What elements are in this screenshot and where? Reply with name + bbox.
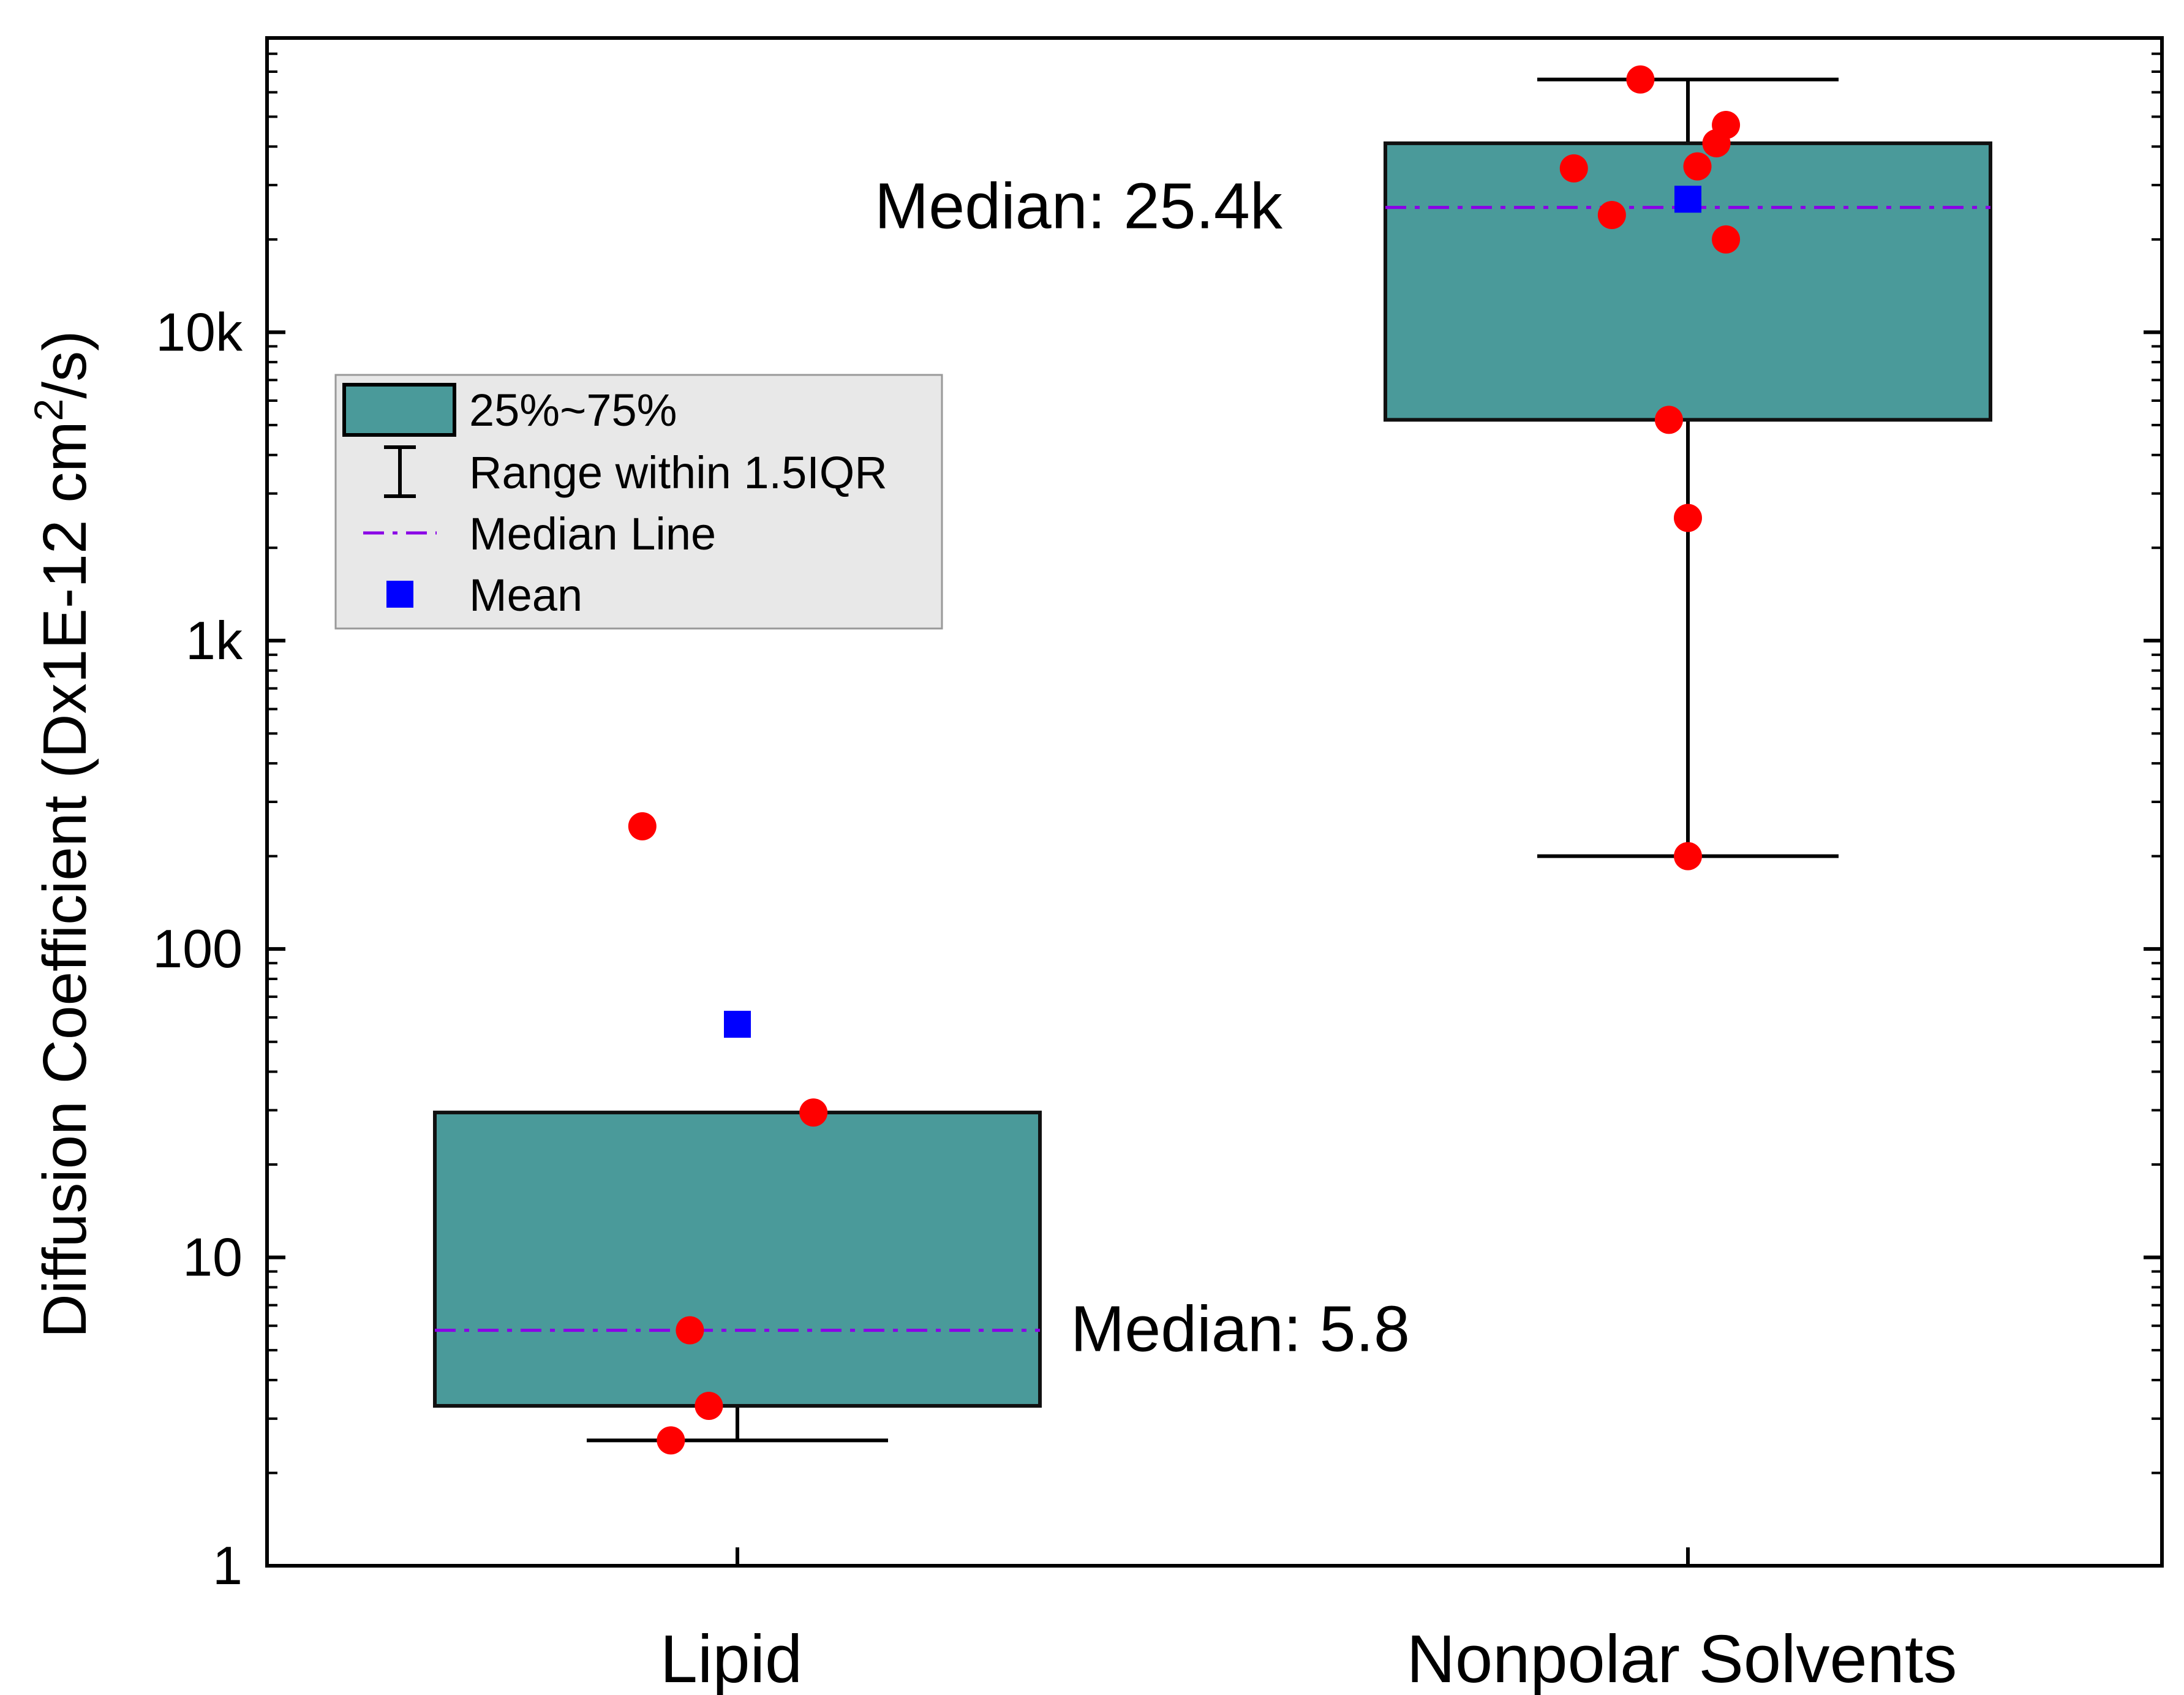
y-axis-label-end: /s)	[31, 331, 99, 399]
data-point	[1654, 406, 1683, 434]
y-tick-label: 100	[153, 918, 243, 979]
y-axis-label: Diffusion Coefficient (Dx1E-12 cm2/s)	[26, 331, 99, 1338]
y-axis-label-superscript: 2	[26, 399, 71, 421]
legend-label-median: Median Line	[469, 508, 716, 559]
legend-box-swatch	[342, 383, 456, 437]
data-point	[695, 1391, 723, 1420]
median-annotation-nonpolar: Median: 25.4k	[875, 170, 1283, 243]
legend-label-whisker: Range within 1.5IQR	[469, 447, 887, 498]
data-point	[676, 1316, 704, 1345]
x-category-label-lipid: Lipid	[660, 1621, 802, 1695]
iqr-box	[1384, 141, 1992, 422]
y-axis-label-main: Diffusion Coefficient (Dx1E-12 cm	[31, 421, 99, 1338]
x-category-label-nonpolar-solvents: Nonpolar Solvents	[1407, 1621, 1957, 1695]
iqr-box	[433, 1111, 1042, 1408]
legend-mean-marker	[386, 581, 413, 608]
mean-marker	[724, 1011, 751, 1038]
median-annotation-lipid: Median: 5.8	[1071, 1293, 1410, 1365]
svg-text:Diffusion Coefficient (Dx1E-12: Diffusion Coefficient (Dx1E-12 cm2/s)	[26, 331, 99, 1338]
mean-marker	[1674, 186, 1701, 213]
y-tick-label: 10	[183, 1227, 243, 1288]
data-point	[657, 1426, 685, 1455]
data-point	[799, 1098, 828, 1127]
data-point	[1597, 200, 1626, 229]
data-point	[1712, 225, 1741, 254]
y-tick-label: 1k	[186, 610, 243, 671]
legend-label-mean: Mean	[469, 570, 582, 621]
legend-label-box: 25%~75%	[469, 385, 677, 436]
data-point	[1559, 154, 1588, 183]
y-tick-label: 1	[213, 1535, 243, 1596]
data-point	[628, 812, 657, 840]
data-point	[1626, 65, 1655, 94]
data-point	[1674, 504, 1702, 532]
data-point	[1702, 129, 1731, 157]
data-point	[1674, 842, 1702, 870]
box-group-0	[433, 1111, 1042, 1443]
y-tick-label: 10k	[156, 301, 243, 362]
data-point	[1683, 152, 1712, 181]
